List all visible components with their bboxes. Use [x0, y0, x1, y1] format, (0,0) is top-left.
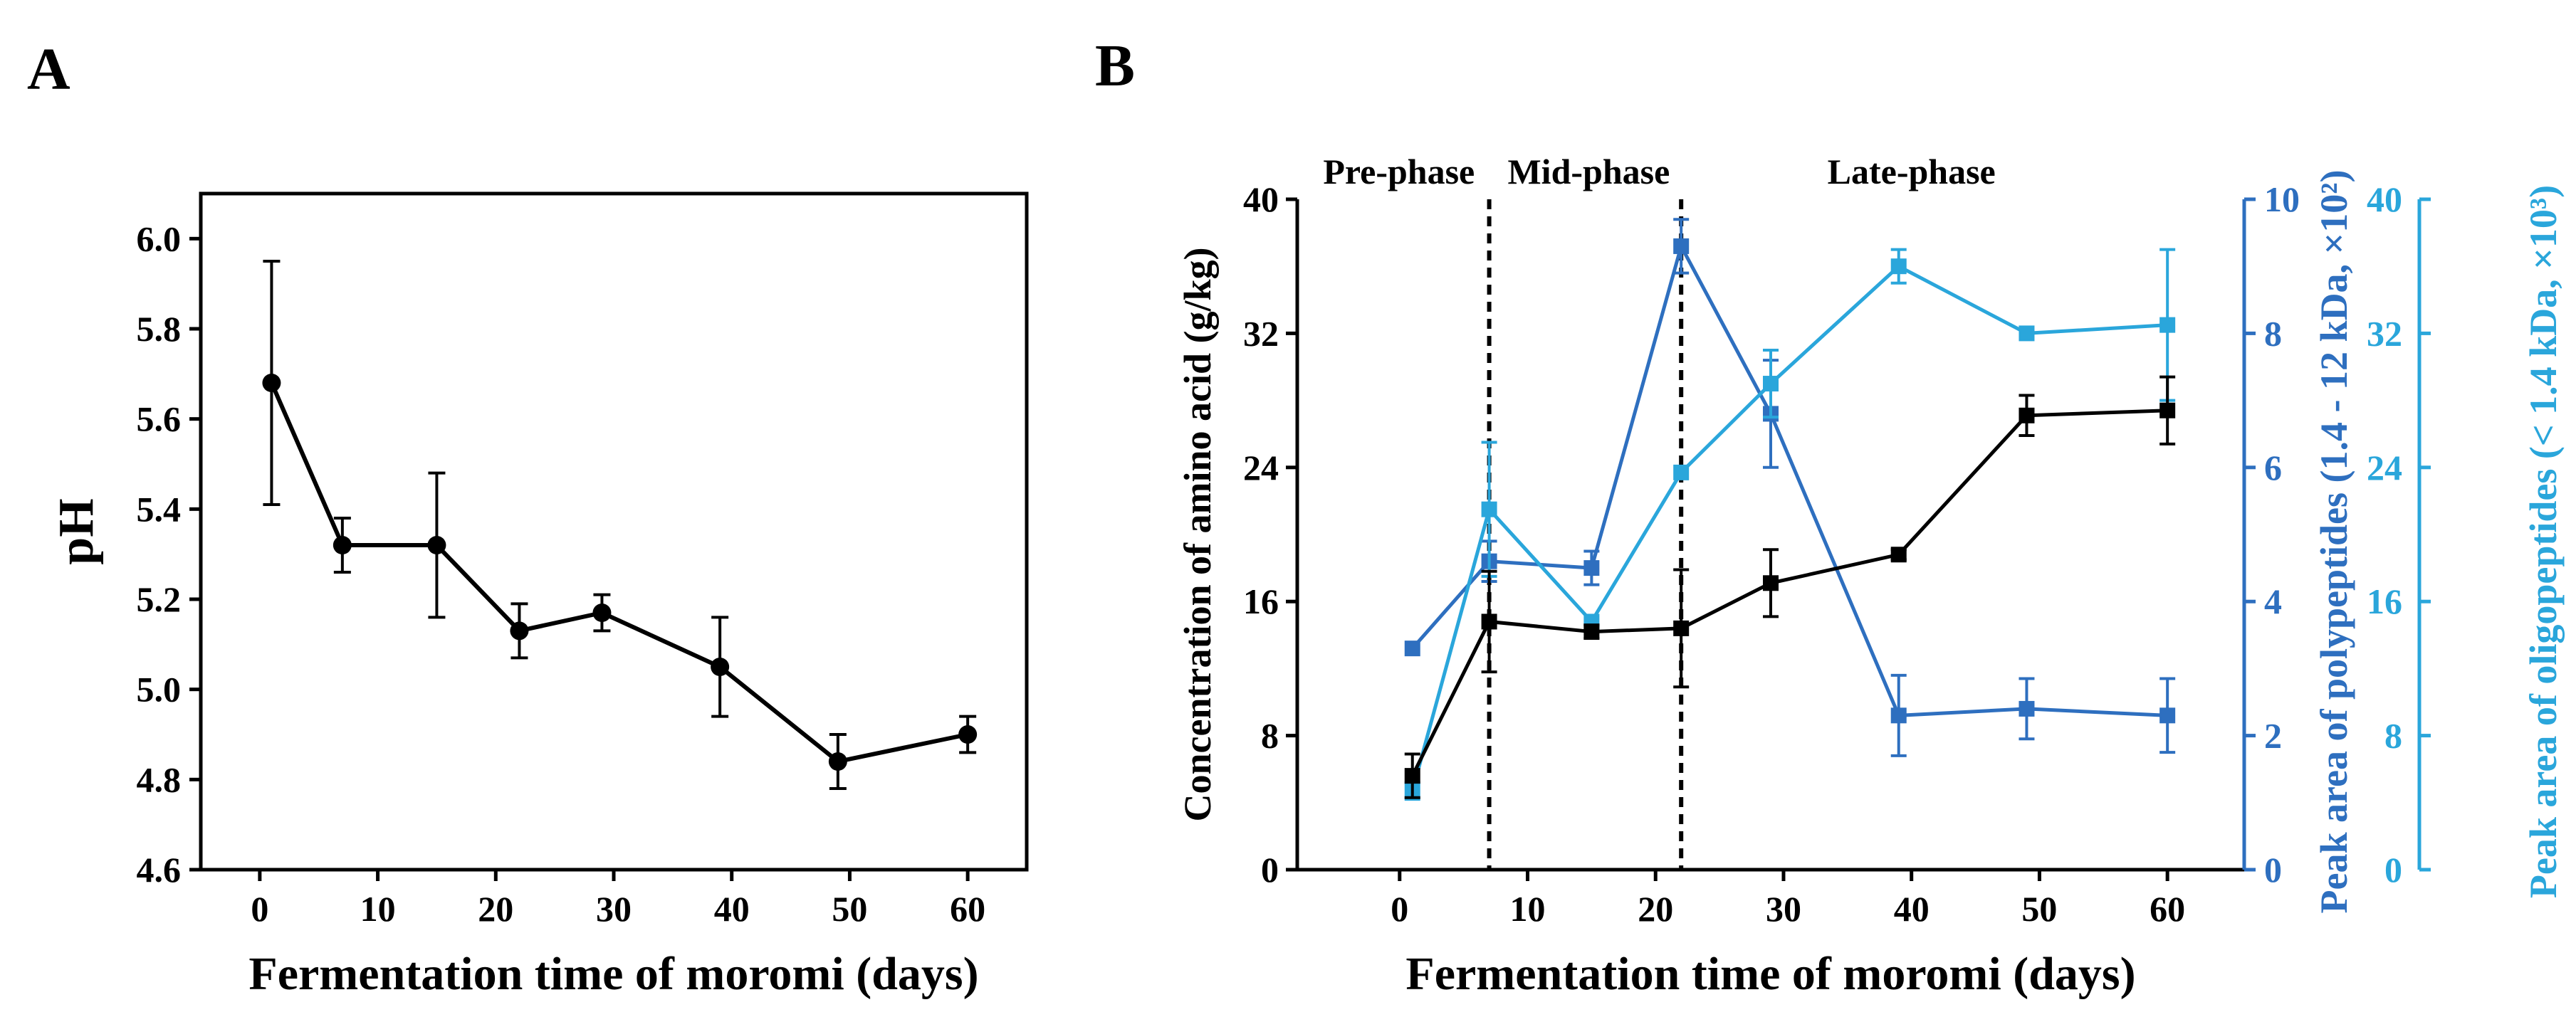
series-line-amino-acid [1410, 409, 2168, 777]
x-axis-label: Fermentation time of moromi (days) [1405, 948, 2135, 1000]
y2-tick-label: 6 [2264, 448, 2282, 488]
data-point-oligopeptides [1763, 376, 1779, 392]
x-tick-label: 10 [360, 889, 396, 929]
y-tick-label: 32 [1243, 313, 1279, 353]
y-tick-label: 16 [1243, 581, 1279, 621]
data-point-amino-acid [1763, 575, 1779, 591]
panel-label-b: B [1095, 33, 1135, 99]
phase-label: Late-phase [1828, 152, 1996, 191]
y3-tick-label: 16 [2367, 581, 2402, 621]
y-tick-label: 6.0 [137, 218, 182, 258]
x-tick-label: 50 [2021, 889, 2057, 929]
y-tick-label: 40 [1243, 179, 1279, 219]
x-tick-label: 60 [950, 889, 985, 929]
data-point-amino-acid [2019, 407, 2035, 423]
y-axis-label-amino-acid: Concentration of amino acid (g/kg) [1176, 248, 1219, 822]
y2-tick-label: 4 [2264, 581, 2282, 621]
phase-label: Pre-phase [1323, 152, 1475, 191]
series-line-polypeptides [1410, 241, 2168, 717]
x-tick-label: 40 [714, 889, 750, 929]
y-tick-label: 5.8 [137, 309, 182, 349]
y2-axis-label-polypeptides: Peak area of polypeptides (1.4 - 12 kDa,… [2313, 170, 2355, 914]
x-tick-label: 10 [1510, 889, 1546, 929]
data-point-polypeptides [1890, 707, 1907, 724]
x-tick-label: 0 [251, 889, 268, 929]
data-point-oligopeptides [1481, 501, 1497, 517]
y3-tick-label: 24 [2367, 448, 2402, 488]
x-tick-label: 20 [478, 889, 513, 929]
data-point-amino-acid [1404, 768, 1420, 784]
panel-a: A 4.6 4.8 5.0 5.2 5.4 5.6 5.8 6.0 0 10 20 30 40 50 60 Fe… [27, 36, 1029, 1000]
series-line-oligopeptides [1410, 264, 2168, 791]
x-tick-label: 30 [596, 889, 632, 929]
data-point-polypeptides [1673, 238, 1690, 254]
y-tick-label: 4.6 [137, 850, 182, 890]
data-point-oligopeptides [1890, 258, 1907, 275]
y2-tick-label: 10 [2264, 179, 2300, 219]
phase-label: Mid-phase [1507, 152, 1670, 191]
series-line-ph [269, 381, 968, 764]
panel-label-a: A [27, 36, 70, 102]
x-tick-label: 40 [1894, 889, 1930, 929]
data-point-ph [510, 621, 529, 641]
y3-tick-label: 0 [2384, 850, 2402, 890]
y-tick-label: 24 [1243, 448, 1279, 488]
x-tick-label: 0 [1391, 889, 1408, 929]
data-point-oligopeptides [1673, 464, 1690, 480]
data-point-amino-acid [1481, 613, 1497, 630]
y-tick-label: 4.8 [137, 759, 182, 799]
data-point-amino-acid [1583, 623, 1600, 640]
data-point-oligopeptides [2019, 325, 2035, 342]
data-point-ph [592, 604, 612, 622]
x-tick-label: 20 [1638, 889, 1673, 929]
data-point-ph [828, 752, 847, 771]
y3-tick-label: 32 [2367, 313, 2402, 353]
y2-tick-label: 8 [2264, 313, 2282, 353]
data-point-ph [427, 536, 446, 554]
x-tick-label: 60 [2150, 889, 2185, 929]
x-tick-label: 30 [1766, 889, 1801, 929]
y-tick-label: 5.0 [137, 670, 182, 710]
x-tick-label: 50 [832, 889, 867, 929]
x-axis-label: Fermentation time of moromi (days) [248, 948, 978, 1000]
y-tick-label: 0 [1261, 850, 1279, 890]
data-point-ph [333, 536, 352, 554]
y-axis-label: pH [49, 498, 104, 564]
data-point-ph [262, 374, 281, 392]
data-point-polypeptides [1583, 560, 1600, 576]
data-point-polypeptides [2019, 700, 2035, 717]
data-point-polypeptides [2159, 707, 2176, 724]
y-tick-label: 5.4 [137, 489, 182, 529]
y-tick-label: 8 [1261, 716, 1279, 756]
data-point-amino-acid [2159, 402, 2176, 418]
data-point-ph [711, 658, 730, 676]
y-tick-label: 5.6 [137, 399, 182, 439]
data-point-polypeptides [1404, 641, 1420, 657]
plot-frame [199, 191, 1029, 872]
y2-tick-label: 0 [2264, 850, 2282, 890]
y3-tick-label: 8 [2384, 716, 2402, 756]
data-point-oligopeptides [2159, 317, 2176, 333]
data-point-ph [958, 725, 978, 744]
data-point-amino-acid [1890, 547, 1907, 563]
y3-tick-label: 40 [2367, 179, 2402, 219]
y2-tick-label: 2 [2264, 716, 2282, 756]
data-point-amino-acid [1673, 620, 1690, 636]
y3-axis-label-oligopeptides: Peak area of oligopeptides (< 1.4 kDa, ×… [2522, 185, 2565, 898]
y-tick-label: 5.2 [137, 579, 182, 619]
